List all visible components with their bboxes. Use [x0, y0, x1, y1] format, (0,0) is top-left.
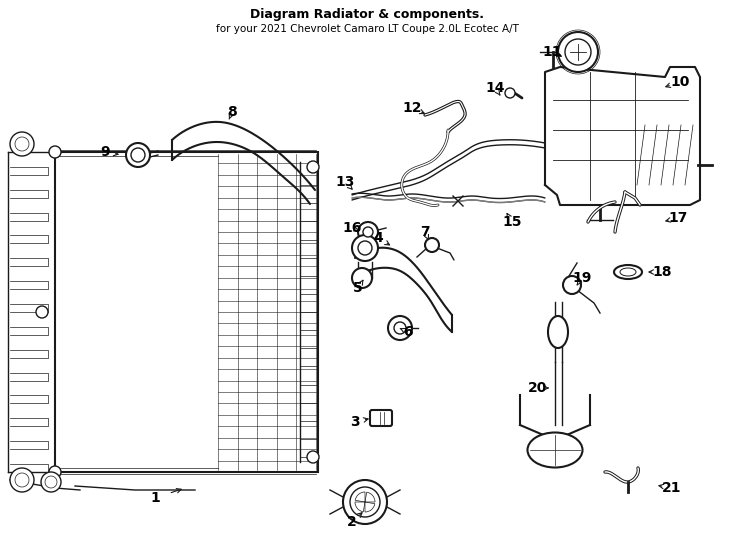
Text: 21: 21 — [662, 481, 682, 495]
Circle shape — [425, 238, 439, 252]
Circle shape — [352, 235, 378, 261]
Circle shape — [41, 472, 61, 492]
Circle shape — [15, 137, 29, 151]
Circle shape — [363, 227, 373, 237]
Circle shape — [358, 241, 372, 255]
Text: 8: 8 — [227, 105, 237, 119]
Circle shape — [565, 39, 591, 65]
Text: 4: 4 — [373, 231, 383, 245]
Text: 12: 12 — [402, 101, 422, 115]
Text: 14: 14 — [485, 81, 505, 95]
Text: 7: 7 — [420, 225, 430, 239]
Text: 10: 10 — [670, 75, 690, 89]
Text: 2: 2 — [347, 515, 357, 529]
Text: 9: 9 — [100, 145, 110, 159]
Bar — [55, 152, 318, 472]
Text: 1: 1 — [150, 491, 160, 505]
Ellipse shape — [614, 265, 642, 279]
Ellipse shape — [548, 316, 568, 348]
Text: for your 2021 Chevrolet Camaro LT Coupe 2.0L Ecotec A/T: for your 2021 Chevrolet Camaro LT Coupe … — [216, 24, 518, 34]
Text: Diagram Radiator & components.: Diagram Radiator & components. — [250, 8, 484, 21]
Text: 20: 20 — [528, 381, 548, 395]
Circle shape — [36, 306, 48, 318]
Polygon shape — [545, 67, 700, 205]
Circle shape — [15, 473, 29, 487]
Ellipse shape — [528, 433, 583, 468]
Circle shape — [49, 146, 61, 158]
Circle shape — [126, 143, 150, 167]
Circle shape — [563, 276, 581, 294]
Circle shape — [45, 476, 57, 488]
Circle shape — [49, 466, 61, 478]
Text: 19: 19 — [573, 271, 592, 285]
Circle shape — [10, 468, 34, 492]
Ellipse shape — [620, 268, 636, 276]
Text: 17: 17 — [669, 211, 688, 225]
Text: 3: 3 — [350, 415, 360, 429]
Text: 16: 16 — [342, 221, 362, 235]
Circle shape — [394, 322, 406, 334]
Circle shape — [558, 32, 598, 72]
Text: 5: 5 — [353, 281, 363, 295]
FancyBboxPatch shape — [370, 410, 392, 426]
Circle shape — [10, 132, 34, 156]
Circle shape — [352, 268, 372, 288]
Circle shape — [358, 222, 378, 242]
Circle shape — [388, 316, 412, 340]
Text: 18: 18 — [653, 265, 672, 279]
Circle shape — [350, 487, 380, 517]
Text: 11: 11 — [542, 45, 562, 59]
Circle shape — [343, 480, 387, 524]
Text: 6: 6 — [403, 325, 413, 339]
Circle shape — [307, 451, 319, 463]
Circle shape — [131, 148, 145, 162]
Circle shape — [307, 161, 319, 173]
Text: 13: 13 — [335, 175, 355, 189]
Text: 15: 15 — [502, 215, 522, 229]
Circle shape — [505, 88, 515, 98]
